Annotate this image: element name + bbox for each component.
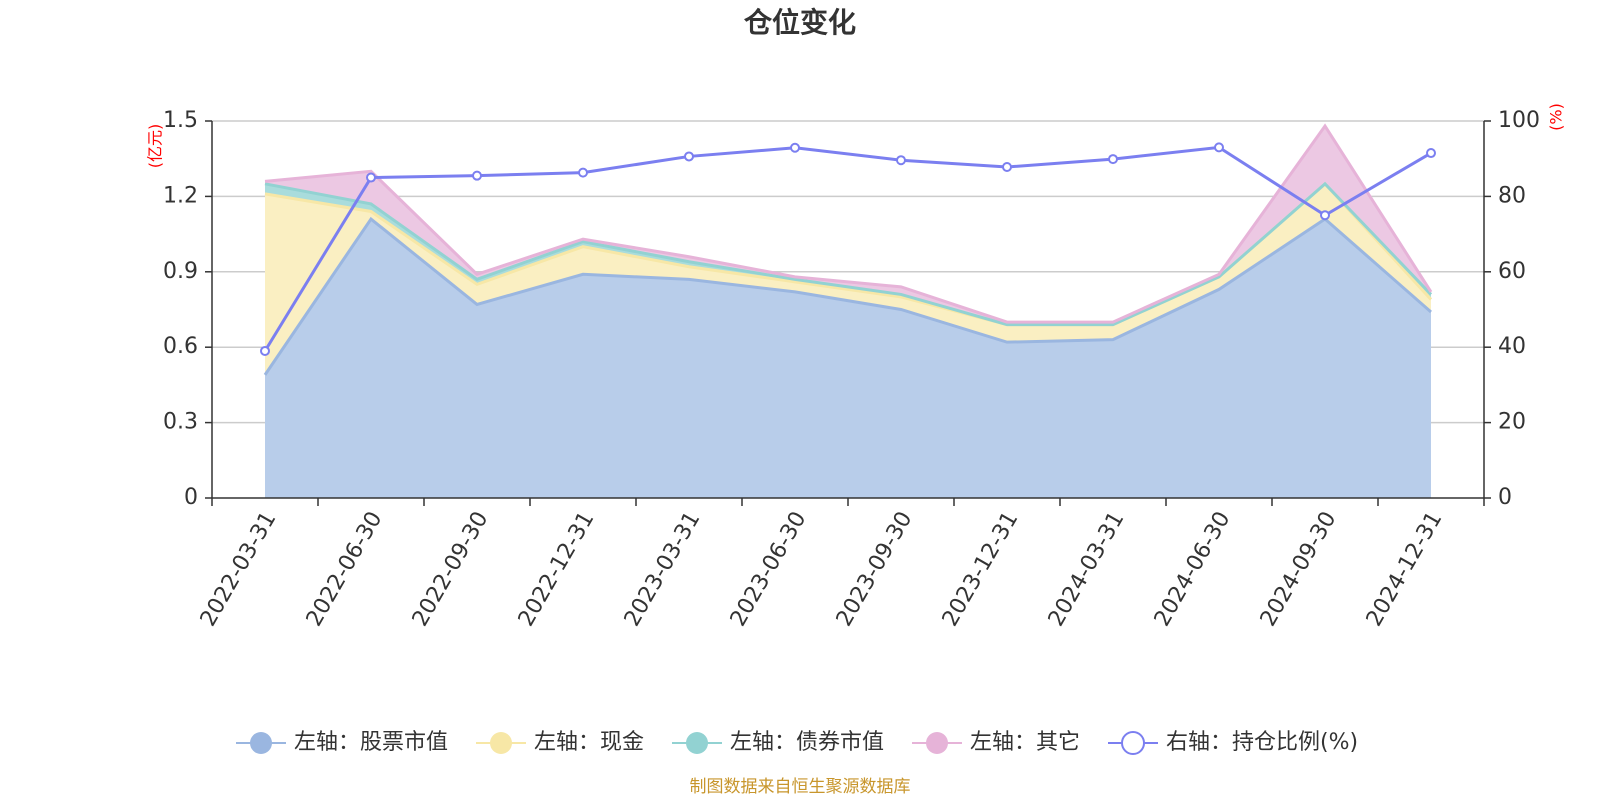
x-tick-label: 2022-06-30 [302,508,388,631]
right-axis-unit: (%) [1547,103,1566,131]
x-tick-label: 2023-09-30 [832,508,918,631]
area-1 [265,183,1431,375]
ratio-point [1002,161,1012,172]
left-axis-unit: (亿元) [146,124,165,169]
ratio-point [1108,154,1118,165]
x-tick-label: 2023-06-30 [726,508,812,631]
ratio-point [578,167,588,178]
legend-item-0: 左轴：股票市值 [236,730,448,755]
ratio-point [1320,210,1330,221]
left-tick-label: 0.3 [163,410,198,435]
legend: 左轴：股票市值 左轴：现金 左轴：债券市值 左轴：其它 右轴：持仓比例(%) [236,730,1358,755]
ratio-point [684,151,694,162]
x-tick-label: 2024-09-30 [1256,508,1342,631]
x-tick-label: 2024-06-30 [1150,508,1236,631]
legend-label: 右轴：持仓比例(%) [1166,730,1358,755]
x-tick-label: 2022-09-30 [408,508,494,631]
source-note: 制图数据来自恒生聚源数据库 [690,777,911,797]
ratio-point [472,170,482,181]
legend-label: 左轴：其它 [970,730,1080,755]
ratio-point [1214,142,1224,153]
ratio-point [1426,148,1436,159]
legend-item-3: 左轴：其它 [912,730,1080,755]
x-tick-label: 2024-12-31 [1362,508,1448,631]
x-tick-label: 2023-03-31 [620,508,706,631]
legend-label: 左轴：现金 [534,730,644,755]
left-tick-label: 0 [184,485,198,510]
ratio-polyline [263,145,1432,352]
chart-title: 仓位变化 [744,6,856,39]
x-tick-label: 2022-03-31 [196,508,282,631]
area-edge-3 [264,123,1433,324]
legend-item-2: 左轴：债券市值 [672,730,884,755]
right-tick-label: 40 [1498,334,1526,359]
legend-item-4: 右轴：持仓比例(%) [1108,730,1358,755]
left-tick-label: 1.2 [163,183,198,208]
x-tick-label: 2024-03-31 [1044,508,1130,631]
right-tick-label: 60 [1498,259,1526,284]
legend-label: 左轴：债券市值 [730,730,884,755]
area-3 [265,126,1431,325]
left-tick-label: 0.9 [163,259,198,284]
right-tick-label: 20 [1498,410,1526,435]
ratio-point [790,142,800,153]
left-tick-label: 0.6 [163,334,198,359]
right-tick-label: 80 [1498,183,1526,208]
left-tick-label: 1.5 [163,108,198,133]
x-tick-label: 2023-12-31 [938,508,1024,631]
holding-ratio-line [260,142,1436,356]
legend-label: 左轴：股票市值 [294,730,448,755]
legend-item-1: 左轴：现金 [476,730,644,755]
area-edge-0 [263,216,1432,376]
right-tick-label: 100 [1498,108,1540,133]
area-edge-2 [264,181,1433,327]
right-tick-label: 0 [1498,485,1512,510]
ratio-point [896,155,906,166]
ratio-point [260,345,270,356]
stacked-areas [263,123,1433,498]
x-tick-label: 2022-12-31 [514,508,600,631]
area-0 [265,219,1431,498]
ratio-point [366,172,376,183]
